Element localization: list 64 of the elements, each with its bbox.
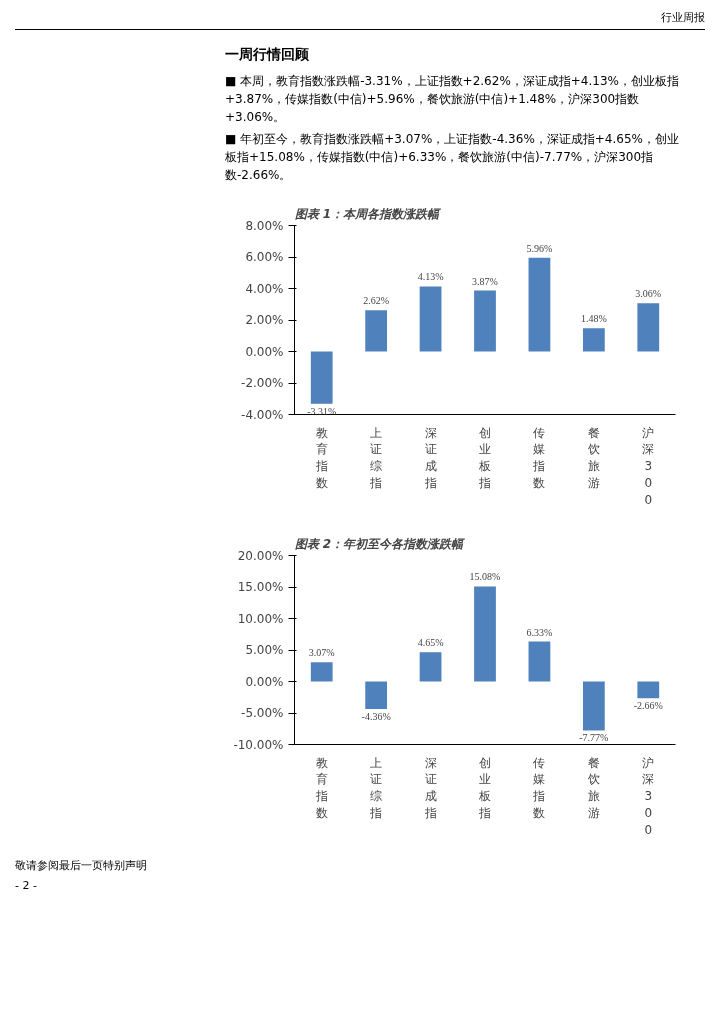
y-tick-label: -4.00% <box>241 407 284 422</box>
data-label: 5.96% <box>526 242 553 254</box>
data-label: 4.65% <box>417 637 444 649</box>
x-tick-label: 创业板指 <box>478 425 491 490</box>
y-tick-label: 0.00% <box>245 674 284 689</box>
bar <box>474 586 496 682</box>
bar <box>419 286 442 352</box>
bar <box>528 641 551 682</box>
bar <box>637 681 660 699</box>
y-tick-label: 15.00% <box>237 579 284 594</box>
data-label: 6.33% <box>526 626 553 638</box>
data-label: 3.87% <box>472 275 498 287</box>
y-tick-label: -10.00% <box>233 737 284 752</box>
data-label: -4.36% <box>361 710 391 722</box>
x-tick-label: 传媒指数 <box>532 755 546 820</box>
x-tick-label: 教育指数 <box>314 425 328 490</box>
data-label: -3.31% <box>307 405 337 417</box>
data-label: 3.07% <box>308 647 335 658</box>
x-tick-label: 沪深300 <box>642 755 655 837</box>
y-tick-label: -2.00% <box>241 375 284 390</box>
text: 行业周报 <box>15 10 705 30</box>
x-tick-label: 沪深300 <box>642 425 655 507</box>
text: 一周行情回顾 <box>225 44 310 64</box>
bar <box>528 257 551 352</box>
y-tick-label: -5.00% <box>241 705 284 720</box>
x-tick-label: 餐饮旅游 <box>586 425 600 490</box>
bar <box>365 681 388 709</box>
x-tick-label: 上证综指 <box>369 755 383 820</box>
bar <box>419 652 442 682</box>
x-tick-label: 深证成指 <box>423 755 437 820</box>
x-tick-label: 上证综指 <box>369 425 383 490</box>
y-tick-label: 20.00% <box>237 548 284 563</box>
bar <box>310 662 333 682</box>
y-tick-label: 0.00% <box>245 344 284 359</box>
data-label: 4.13% <box>417 271 444 283</box>
text: ■ 年初至今，教育指数涨跌幅+3.07%，上证指数-4.36%，深证成指+4.65%，创业板指+15.08%，传媒指数(中信)+6.33%，餐饮旅游(中信)-7.77%，沪深300指数-2.66%。 <box>225 130 680 184</box>
y-tick-label: 2.00% <box>245 312 284 327</box>
x-tick-label: 深证成指 <box>423 425 437 490</box>
bar <box>582 328 605 352</box>
text: 敬请参阅最后一页特别声明 <box>15 857 148 874</box>
data-label: 15.08% <box>469 571 501 583</box>
bar <box>365 310 388 352</box>
text: ■ 本周，教育指数涨跌幅-3.31%，上证指数+2.62%，深证成指+4.13%，创业板指+3.87%，传媒指数(中信)+5.96%，餐饮旅游(中信)+1.48%，沪深300指数+3.06%。 <box>225 72 680 126</box>
data-label: 1.48% <box>580 313 607 325</box>
data-label: -2.66% <box>633 700 663 712</box>
text: - 2 - <box>15 877 38 894</box>
data-label: 2.62% <box>363 295 390 307</box>
y-tick-label: 8.00% <box>245 218 284 233</box>
data-label: -7.77% <box>579 732 609 744</box>
bar <box>582 681 605 731</box>
y-tick-label: 4.00% <box>245 281 284 296</box>
y-tick-label: 10.00% <box>237 611 284 626</box>
bar <box>474 290 496 352</box>
bar <box>637 303 660 352</box>
x-tick-label: 传媒指数 <box>532 425 546 490</box>
x-tick-label: 教育指数 <box>314 755 328 820</box>
y-tick-label: 6.00% <box>245 249 284 264</box>
chart-title: 图表 2：年初至今各指数涨跌幅 <box>294 536 466 551</box>
x-tick-label: 创业板指 <box>478 755 491 820</box>
y-tick-label: 5.00% <box>245 642 284 657</box>
data-label: 3.06% <box>635 288 662 300</box>
bar <box>310 351 333 404</box>
x-tick-label: 餐饮旅游 <box>586 755 600 820</box>
chart-title: 图表 1：本周各指数涨跌幅 <box>294 206 442 221</box>
